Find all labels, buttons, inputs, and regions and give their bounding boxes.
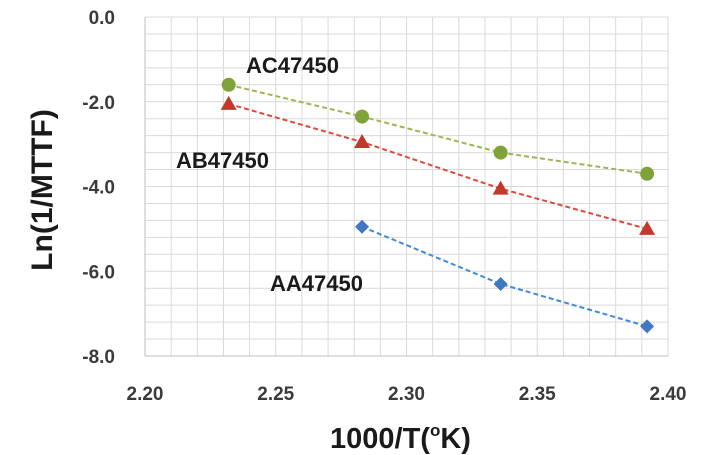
series-label-ac47450: AC47450 bbox=[246, 53, 339, 78]
series-labels: AC47450 AB47450 AA47450 bbox=[176, 53, 363, 296]
series-label-ab47450: AB47450 bbox=[176, 148, 269, 173]
y-tick-label: -6.0 bbox=[82, 262, 115, 283]
x-axis-title-tail: K) bbox=[440, 423, 471, 455]
series bbox=[220, 77, 656, 334]
point-aa47450 bbox=[355, 219, 370, 234]
point-ab47450 bbox=[492, 180, 509, 195]
x-axis-title-superscript: o bbox=[430, 421, 440, 440]
y-axis-title: Ln(1/MTTF) bbox=[26, 109, 59, 271]
x-tick-labels: 2.20 2.25 2.30 2.35 2.40 bbox=[127, 384, 687, 405]
trendline-aa47450 bbox=[361, 225, 648, 328]
x-axis-title-main: 1000/T( bbox=[330, 423, 430, 455]
point-ab47450 bbox=[639, 220, 656, 235]
y-tick-label: -8.0 bbox=[82, 347, 115, 368]
point-ac47450 bbox=[221, 77, 236, 92]
point-ac47450 bbox=[493, 145, 508, 160]
trendline-ab47450 bbox=[228, 102, 648, 230]
point-aa47450 bbox=[493, 276, 508, 291]
y-tick-label: 0.0 bbox=[89, 8, 115, 29]
trendline-ac47450 bbox=[228, 83, 648, 175]
x-tick-label: 2.20 bbox=[127, 384, 164, 405]
series-label-aa47450: AA47450 bbox=[270, 271, 363, 296]
y-tick-labels: 0.0 -2.0 -4.0 -6.0 -8.0 bbox=[82, 8, 115, 368]
x-tick-label: 2.30 bbox=[388, 384, 425, 405]
y-tick-label: -2.0 bbox=[82, 93, 115, 114]
grid bbox=[144, 16, 669, 357]
x-tick-label: 2.35 bbox=[519, 384, 556, 405]
x-tick-label: 2.25 bbox=[257, 384, 294, 405]
point-ac47450 bbox=[355, 109, 370, 124]
x-axis-title: 1000/T(oK) bbox=[330, 421, 471, 455]
point-ab47450 bbox=[354, 134, 371, 149]
point-ac47450 bbox=[640, 166, 655, 181]
axes bbox=[144, 17, 668, 357]
point-aa47450 bbox=[640, 319, 655, 334]
y-tick-label: -4.0 bbox=[82, 178, 115, 199]
point-ab47450 bbox=[220, 95, 237, 110]
x-tick-label: 2.40 bbox=[650, 384, 687, 405]
